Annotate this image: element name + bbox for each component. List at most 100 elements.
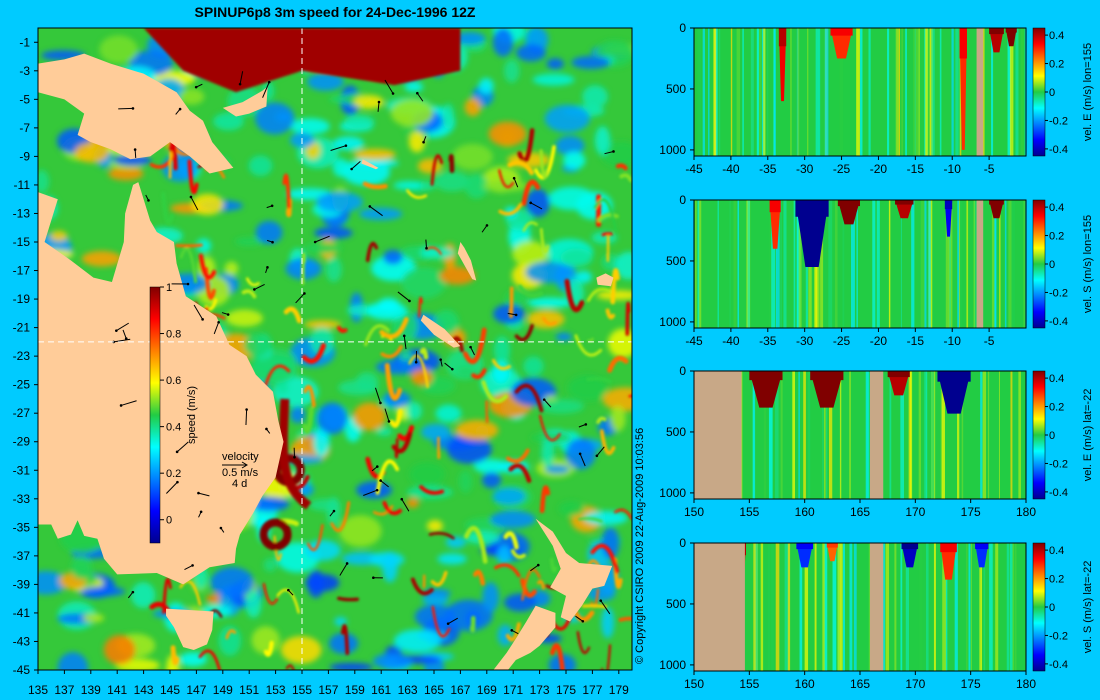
speed-blob <box>421 423 451 441</box>
section-jet-core <box>989 200 1004 205</box>
section-jet-core <box>959 28 967 59</box>
speed-filament <box>394 438 399 459</box>
velocity-arrow-head <box>271 240 274 244</box>
section-streak <box>767 543 771 671</box>
velocity-arrow-head <box>115 329 118 332</box>
section-x-tick-label: -10 <box>944 162 962 176</box>
map-y-tick-label: -7 <box>19 121 30 135</box>
new-zealand-south-land <box>493 605 556 670</box>
section-streak <box>834 200 838 328</box>
section-streak <box>1015 543 1017 671</box>
speed-filament <box>574 334 603 357</box>
velocity-arrow-head <box>578 452 582 456</box>
section-streak <box>729 200 731 328</box>
speed-blob <box>582 85 608 109</box>
speed-filament <box>498 169 515 189</box>
speed-filament <box>520 578 537 598</box>
section-streak <box>910 371 912 499</box>
speed-blob <box>71 555 92 580</box>
speed-filament <box>391 431 413 454</box>
speed-filament <box>363 324 390 347</box>
section-streak <box>1006 543 1010 671</box>
section-streak <box>832 543 837 671</box>
section-streak <box>918 543 923 671</box>
section-jet-core <box>778 28 787 47</box>
speed-blob <box>558 501 585 517</box>
section-streak <box>1007 28 1012 156</box>
speed-blob <box>316 402 348 435</box>
section-x-tick-label: 160 <box>795 677 815 691</box>
section-streak <box>737 200 740 328</box>
speed-blob <box>99 35 138 64</box>
speed-filament <box>507 160 534 176</box>
speed-blob <box>375 427 392 437</box>
section-streak <box>999 200 1001 328</box>
section-land <box>694 371 742 499</box>
velocity-arrow-head <box>201 318 204 321</box>
section-streak <box>814 543 817 671</box>
speed-blob <box>538 399 584 414</box>
velocity-arrow-head <box>270 204 274 208</box>
speed-blob <box>492 487 526 505</box>
speed-filament <box>431 605 451 638</box>
section-streak <box>824 543 828 671</box>
speed-blob <box>196 238 212 254</box>
speed-blob <box>307 72 344 91</box>
section-streak <box>1010 371 1013 499</box>
speed-blob <box>38 169 50 194</box>
map-x-tick-label: 145 <box>160 683 180 697</box>
velocity-arrow <box>363 489 378 496</box>
velocity-arrow <box>403 335 407 350</box>
section-streak <box>824 371 826 499</box>
velocity-arrow-head <box>133 148 137 151</box>
velocity-arrow <box>369 206 383 217</box>
section-streak <box>790 371 793 499</box>
section-streak <box>895 28 899 156</box>
speed-filament <box>419 485 445 495</box>
section-y-tick-label: 500 <box>666 82 686 96</box>
speed-blob <box>488 121 527 147</box>
speed-blob <box>410 369 433 386</box>
section-streak <box>966 200 969 328</box>
map-y-tick-label: -35 <box>13 520 31 534</box>
speed-blob <box>563 151 586 170</box>
section-colorbar-tick-label: -0.2 <box>1049 458 1068 470</box>
section-x-tick-label: -45 <box>685 334 703 348</box>
velocity-arrow <box>444 362 453 370</box>
section-streak <box>982 371 987 499</box>
section-streak <box>861 200 866 328</box>
section-panel-1: -45 -40 -35 -30 -25 -20 -15 -10 -5 0 500 1000 0.4 0.2… <box>659 21 1094 176</box>
section-streak <box>760 543 764 671</box>
section-streak <box>872 200 876 328</box>
speed-filament <box>521 179 541 207</box>
section-streak <box>885 543 890 671</box>
velocity-arrow-head <box>245 408 248 411</box>
speed-blob <box>315 191 363 213</box>
map-y-tick-label: -41 <box>13 606 31 620</box>
section-x-tick-label: 170 <box>905 677 925 691</box>
map-y-tick-label: -37 <box>13 549 31 563</box>
speed-blob <box>530 432 572 444</box>
speed-filament <box>372 505 394 516</box>
section-streak <box>1018 371 1021 499</box>
speed-filament <box>586 376 613 384</box>
velocity-arrow <box>245 409 248 426</box>
speed-filament <box>508 463 532 483</box>
section-streak <box>958 28 960 156</box>
section-streak <box>929 28 934 156</box>
section-x-tick-label: -5 <box>984 162 995 176</box>
speed-blob <box>325 257 342 283</box>
speed-filament <box>282 173 291 209</box>
section-streak <box>968 543 971 671</box>
map-land <box>38 53 614 670</box>
speed-filament <box>537 579 545 590</box>
section-x-tick-label: -30 <box>796 162 814 176</box>
velocity-arrow <box>401 498 410 512</box>
section-streak <box>818 28 821 156</box>
section-land <box>976 200 984 328</box>
speed-blob <box>343 115 375 130</box>
speed-blob <box>352 402 386 431</box>
speed-blob <box>497 624 513 647</box>
speed-filament <box>301 252 306 285</box>
section-colorbar-label: vel. S (m/s) lon=155 <box>1082 215 1094 313</box>
